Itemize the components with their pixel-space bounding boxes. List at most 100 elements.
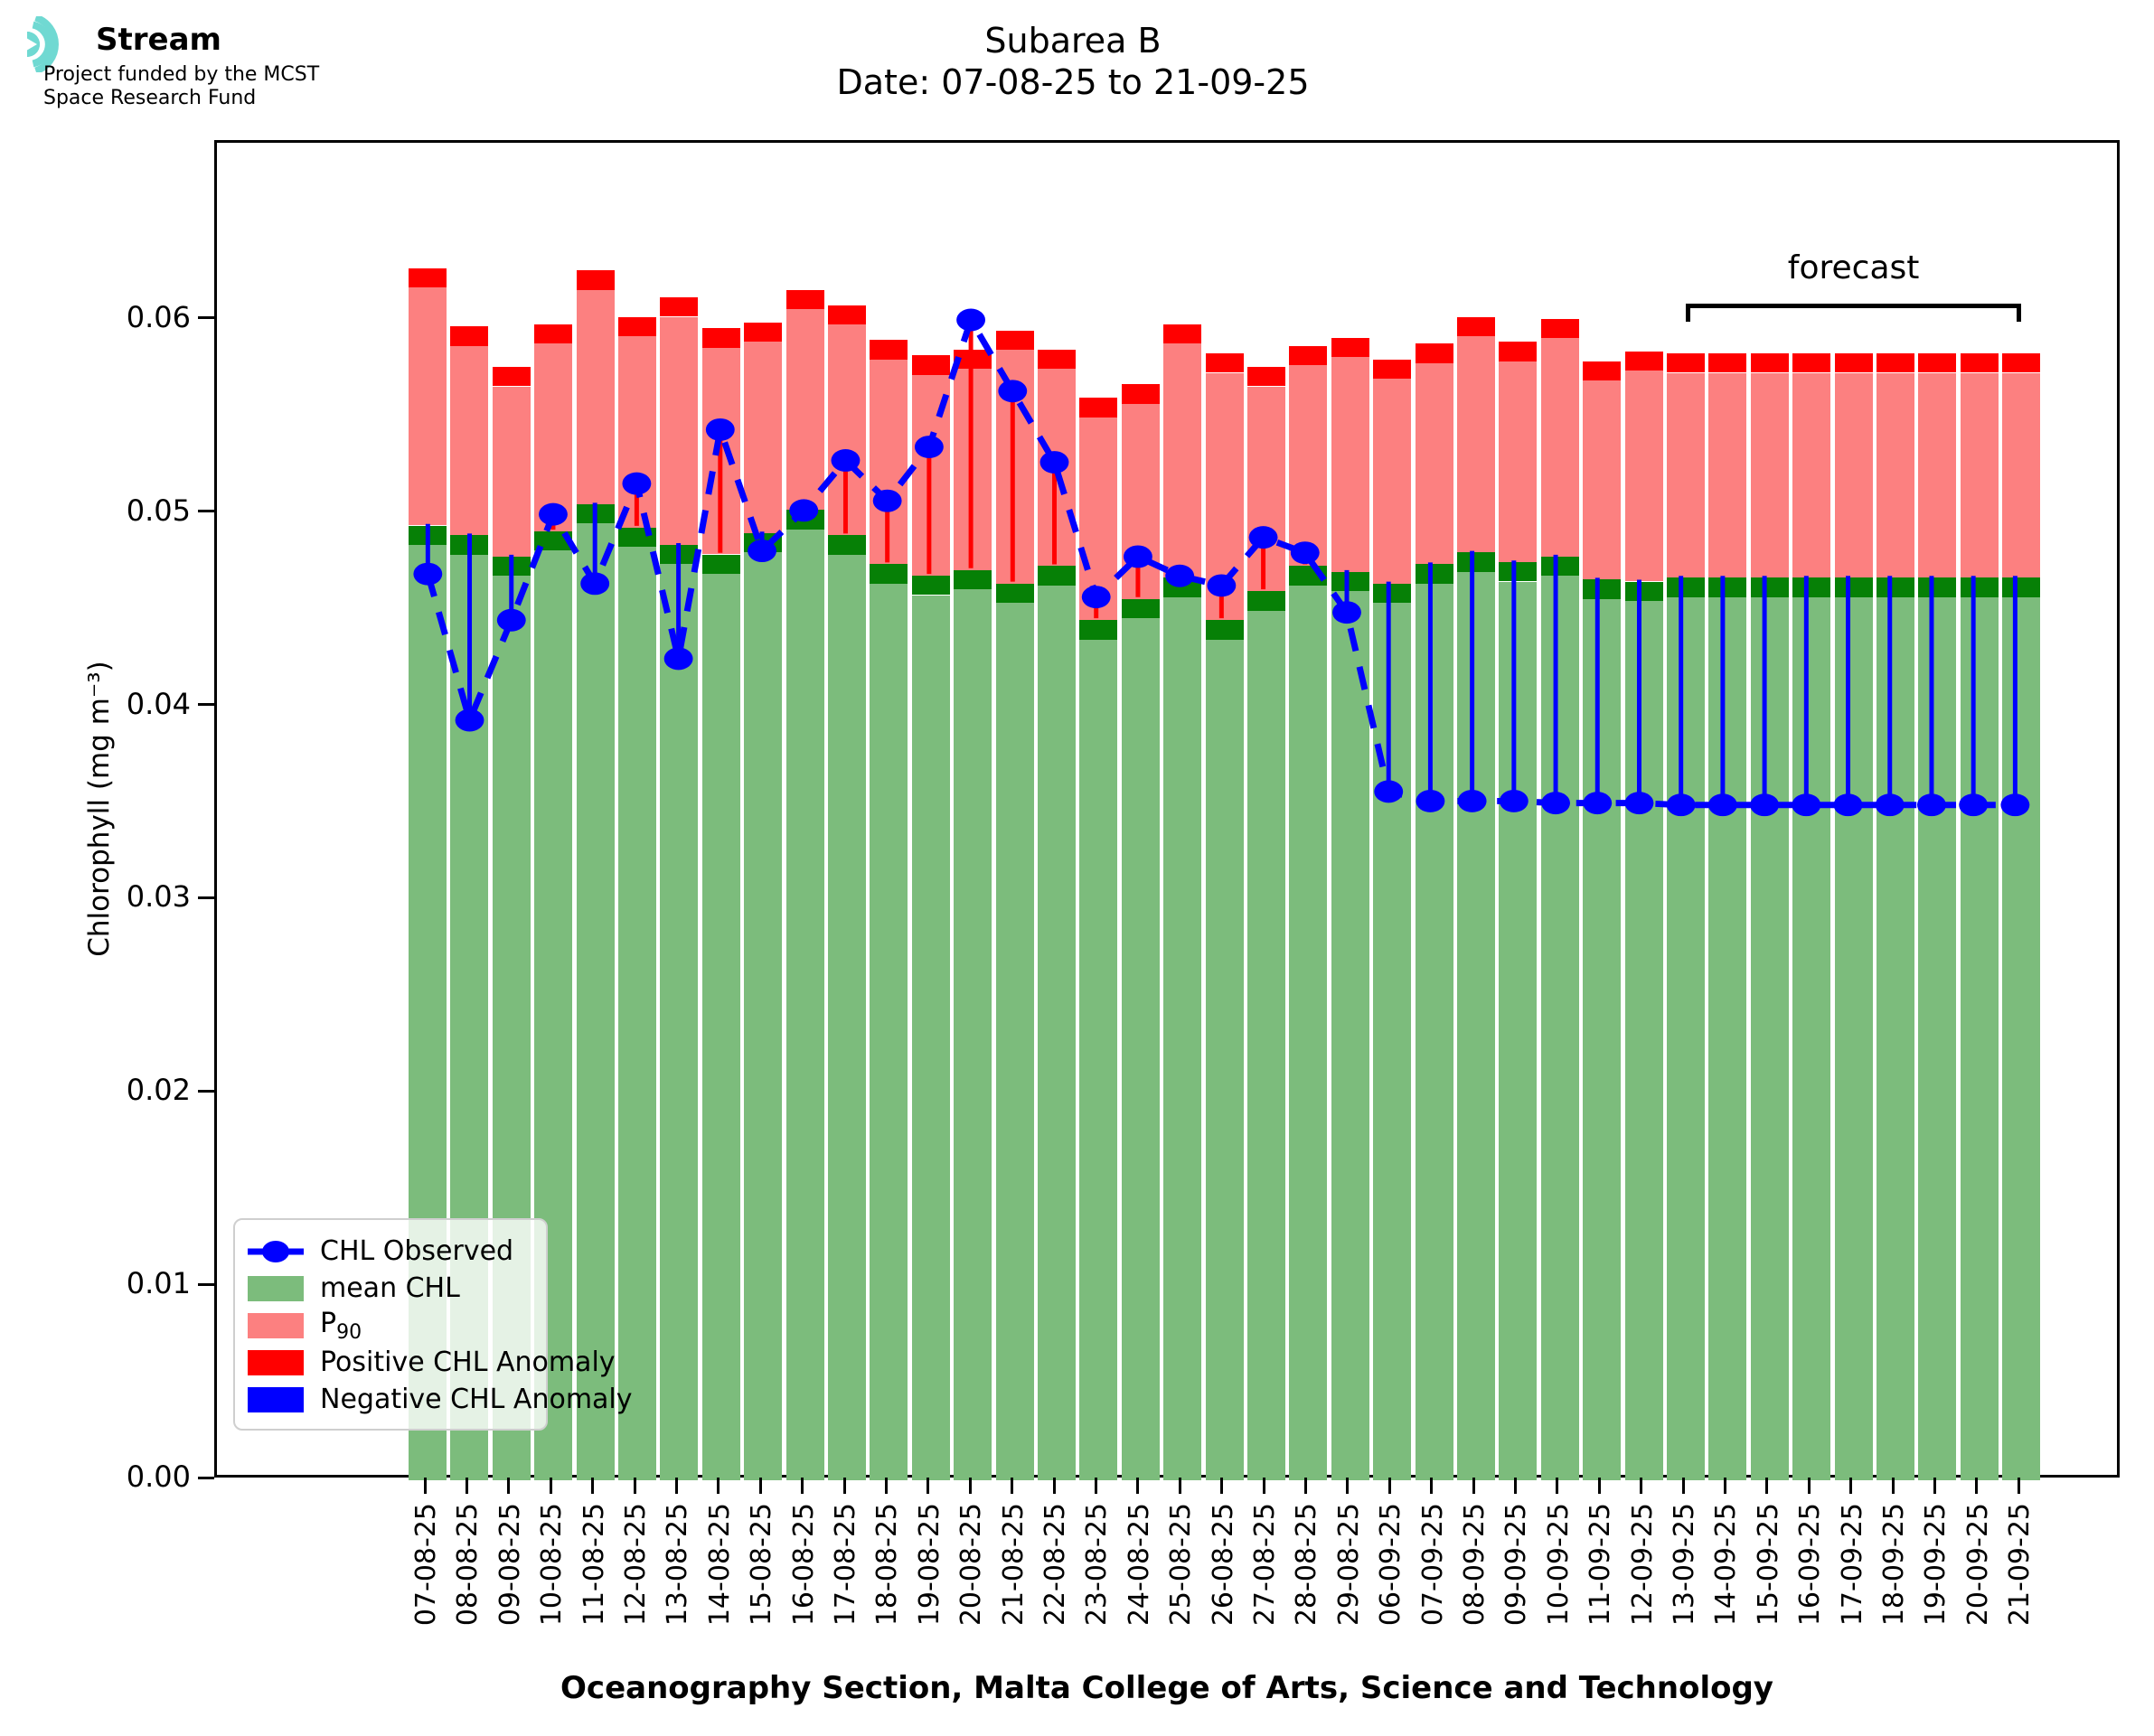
mean-chl-cap	[1331, 571, 1369, 592]
mean-chl-bar	[576, 523, 615, 1480]
x-tick-mark	[1975, 1478, 1979, 1494]
x-tick-label: 09-09-25	[1500, 1503, 1533, 1627]
p90-cap	[1121, 384, 1160, 404]
chl-observed-dot	[1750, 793, 1780, 817]
chl-observed-line	[424, 312, 2016, 809]
legend-item-label: Negative CHL Anomaly	[320, 1384, 633, 1415]
mean-chl-cap	[1247, 591, 1285, 611]
p90-cap	[744, 322, 783, 343]
p90-bar	[1667, 372, 1705, 578]
forecast-label: forecast	[1787, 249, 1920, 286]
mean-chl-cap	[2002, 577, 2041, 597]
x-tick-mark	[801, 1478, 804, 1494]
mean-chl-bar	[1038, 585, 1076, 1480]
chart-title-line2: Date: 07-08-25 to 21-09-25	[836, 62, 1310, 102]
mean-chl-bar	[1121, 618, 1160, 1480]
p90-cap	[409, 268, 447, 288]
y-tick-label: 0.05	[126, 493, 191, 528]
chl-observed-dot	[1248, 526, 1278, 549]
x-tick-label: 08-09-25	[1459, 1503, 1491, 1627]
mean-chl-bar	[1289, 585, 1328, 1480]
legend: CHL Observed mean CHL P90 Positive CHL Anom…	[233, 1218, 633, 1431]
p90-bar	[1247, 386, 1285, 592]
p90-cap	[2002, 353, 2041, 373]
y-tick-mark	[198, 1476, 214, 1479]
p90-bar	[785, 308, 824, 511]
p90-cap	[534, 324, 573, 344]
mean-chl-bar	[1960, 596, 1999, 1480]
x-tick-label: 14-09-25	[1710, 1503, 1743, 1627]
mean-chl-cap	[1457, 552, 1495, 572]
mean-chl-bar	[1499, 581, 1538, 1480]
chl-observed-dot	[663, 647, 693, 671]
p90-bar	[1834, 372, 1873, 578]
p90-bar	[1331, 357, 1369, 572]
x-tick-label: 13-08-25	[662, 1503, 694, 1627]
mean-chl-bar	[1079, 639, 1118, 1480]
mean-chl-bar	[1205, 639, 1244, 1480]
x-tick-label: 07-09-25	[1416, 1503, 1449, 1627]
mean-chl-bar	[828, 554, 866, 1480]
p90-bar	[660, 316, 699, 545]
chl-observed-dot	[789, 499, 819, 522]
legend-line-marker-swatch	[248, 1240, 304, 1262]
chl-observed-dot	[998, 380, 1028, 403]
p90-cap	[1289, 345, 1328, 365]
mean-chl-bar	[995, 603, 1034, 1480]
y-tick-mark	[198, 510, 214, 513]
mean-chl-cap	[1079, 620, 1118, 640]
chl-observed-dot	[1583, 792, 1613, 815]
p90-cap	[1079, 398, 1118, 418]
chl-observed-dot	[1541, 792, 1570, 815]
x-tick-mark	[1597, 1478, 1601, 1494]
mean-chl-bar	[870, 583, 908, 1480]
chl-observed-dot	[455, 708, 484, 732]
mean-chl-bar	[954, 589, 992, 1480]
p90-cap	[1163, 324, 1202, 344]
mean-chl-bar	[1457, 571, 1495, 1480]
x-tick-mark	[758, 1478, 762, 1494]
mean-chl-bar	[1834, 596, 1873, 1480]
p90-cap	[1373, 359, 1412, 379]
p90-cap	[660, 297, 699, 317]
x-tick-mark	[1387, 1478, 1391, 1494]
mean-chl-cap	[1792, 577, 1831, 597]
legend-patch-swatch	[248, 1275, 304, 1301]
y-tick-mark	[198, 1282, 214, 1286]
p90-bar	[1415, 362, 1453, 565]
chl-observed-dot	[622, 472, 652, 495]
x-tick-label: 20-08-25	[955, 1503, 988, 1627]
p90-cap	[576, 270, 615, 290]
x-tick-mark	[507, 1478, 511, 1494]
p90-cap	[701, 328, 740, 348]
plot-area: forecast CHL Observed mean CHL P90 Positive…	[214, 140, 2120, 1480]
y-tick-label: 0.03	[126, 879, 191, 915]
legend-item-label: CHL Observed	[320, 1235, 514, 1267]
p90-cap	[995, 330, 1034, 350]
y-tick-label: 0.02	[126, 1073, 191, 1108]
p90-bar	[1457, 335, 1495, 553]
chl-observed-dot	[956, 308, 986, 332]
mean-chl-cap	[1667, 577, 1705, 597]
x-tick-label: 08-08-25	[452, 1503, 484, 1627]
x-tick-label: 12-08-25	[620, 1503, 652, 1627]
p90-bar	[450, 345, 489, 536]
legend-item: mean CHL	[248, 1270, 531, 1307]
mean-chl-bar	[1750, 596, 1789, 1480]
mean-chl-bar	[1792, 596, 1831, 1480]
stream-logo: Stream Project funded by the MCST Space …	[20, 9, 400, 117]
x-tick-mark	[1220, 1478, 1224, 1494]
x-tick-mark	[1094, 1478, 1097, 1494]
chl-observed-dot	[1290, 541, 1320, 565]
chl-observed-dot	[1374, 780, 1404, 803]
y-tick-mark	[198, 703, 214, 706]
legend-item: P90	[248, 1307, 531, 1344]
chl-observed-dot	[1666, 793, 1696, 817]
mean-chl-cap	[1583, 579, 1622, 599]
mean-chl-cap	[911, 576, 950, 596]
mean-chl-bar	[1163, 596, 1202, 1480]
x-tick-mark	[884, 1478, 888, 1494]
p90-cap	[1038, 349, 1076, 370]
legend-item: Negative CHL Anomaly	[248, 1381, 633, 1418]
x-tick-mark	[1723, 1478, 1726, 1494]
